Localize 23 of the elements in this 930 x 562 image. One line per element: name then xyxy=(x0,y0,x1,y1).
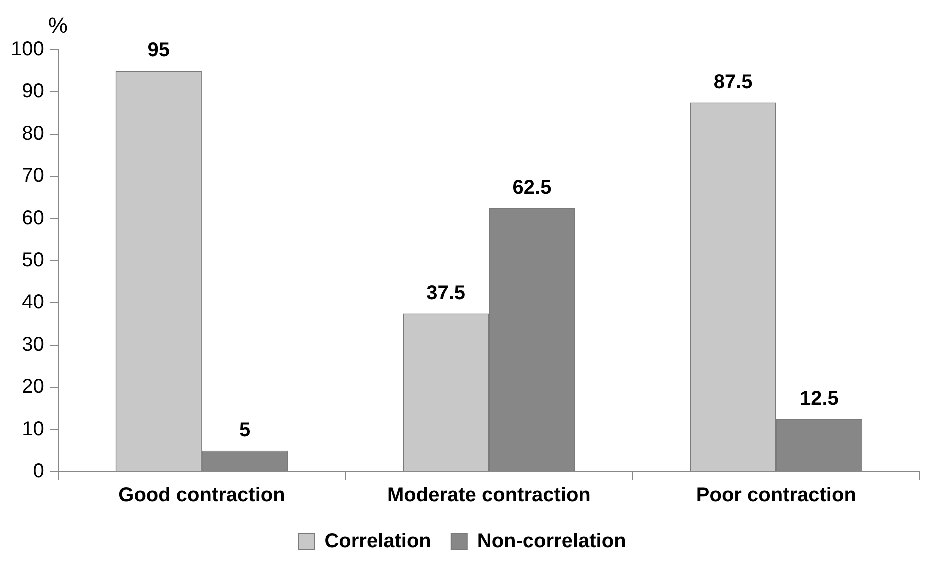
y-tick-label: 0 xyxy=(33,460,44,483)
y-tick-label: 80 xyxy=(22,122,44,145)
y-tick-label: 90 xyxy=(22,80,44,103)
y-tick-label: 30 xyxy=(22,334,44,356)
x-tick-label: Poor contraction xyxy=(696,484,856,507)
x-tick-label: Good contraction xyxy=(118,484,286,507)
y-tick-label: 50 xyxy=(22,250,44,272)
x-tick-label: Moderate contraction xyxy=(388,484,591,507)
data-label: 95 xyxy=(148,40,170,62)
y-tick-label: 40 xyxy=(22,292,44,314)
y-axis-title: % xyxy=(48,13,68,38)
data-label: 5 xyxy=(239,419,251,442)
data-label: 62.5 xyxy=(512,176,552,199)
legend-label: Correlation xyxy=(324,530,432,553)
y-tick-label: 20 xyxy=(22,376,44,398)
y-tick-label: 70 xyxy=(22,165,44,188)
data-label: 37.5 xyxy=(426,282,466,304)
y-tick-label: 60 xyxy=(22,207,44,230)
y-tick-label: 10 xyxy=(22,418,44,440)
data-label: 12.5 xyxy=(800,388,839,410)
data-label: 87.5 xyxy=(714,71,753,94)
legend-label: Non-correlation xyxy=(477,530,626,553)
y-tick-label: 100 xyxy=(10,38,44,61)
